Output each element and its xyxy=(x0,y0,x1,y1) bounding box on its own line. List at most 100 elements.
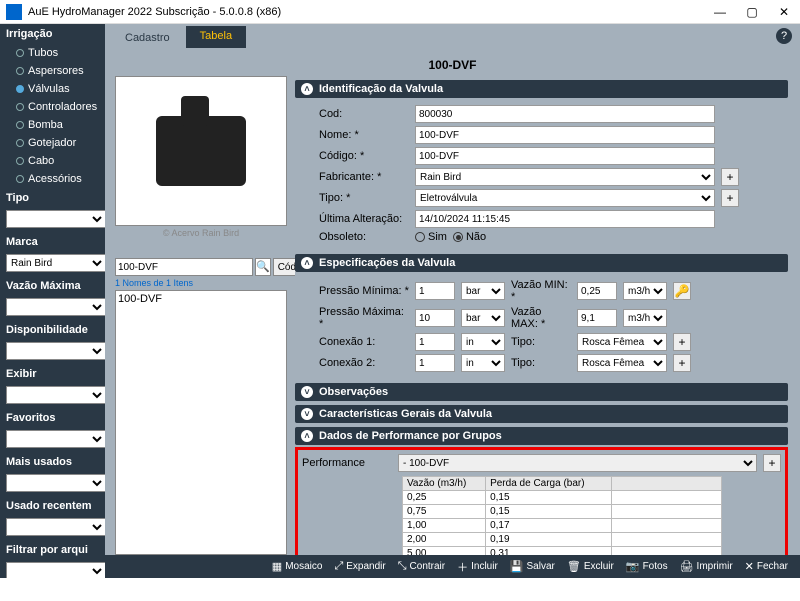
obsoleto-nao-radio[interactable]: Não xyxy=(453,231,486,243)
mosaico-button[interactable]: ▦Mosaico xyxy=(268,560,327,573)
collapse-icon: ⤡ xyxy=(398,560,407,573)
section-header-ident[interactable]: ˄Identificação da Valvula xyxy=(295,80,788,98)
filter-select-usado-recentem[interactable] xyxy=(6,518,105,536)
contrair-button[interactable]: ⤡Contrair xyxy=(394,560,449,573)
titlebar: AuE HydroManager 2022 Subscrição - 5.0.0… xyxy=(0,0,800,24)
vmax-unit[interactable]: m3/h xyxy=(623,309,667,327)
search-button[interactable]: 🔍 xyxy=(255,258,271,276)
imprimir-button[interactable]: 🖨Imprimir xyxy=(676,560,737,573)
c2-input[interactable] xyxy=(415,354,455,372)
fabricante-select[interactable]: Rain Bird xyxy=(415,168,715,186)
table-row[interactable]: 0,250,15 xyxy=(403,491,722,505)
col-vazao: Vazão (m3/h) xyxy=(403,477,486,491)
performance-table: Vazão (m3/h) Perda de Carga (bar) 0,250,… xyxy=(402,476,722,555)
product-image xyxy=(115,76,287,226)
filter-label: Favoritos xyxy=(0,408,105,428)
add-c2-button[interactable]: + xyxy=(673,354,691,372)
print-icon: 🖨 xyxy=(680,560,694,573)
c1-unit[interactable]: in xyxy=(461,333,505,351)
minimize-button[interactable]: — xyxy=(704,0,736,24)
bottom-toolbar: ▦Mosaico ⤢Expandir ⤡Contrair ＋Incluir 💾S… xyxy=(105,555,800,578)
fotos-button[interactable]: 📷Fotos xyxy=(622,560,672,573)
radio-icon xyxy=(16,103,24,111)
filter-select-marca[interactable]: Rain Bird xyxy=(6,254,105,272)
radio-icon xyxy=(16,139,24,147)
radio-icon xyxy=(16,121,24,129)
vmin-unit[interactable]: m3/h xyxy=(623,282,667,300)
add-c1-button[interactable]: + xyxy=(673,333,691,351)
obsoleto-sim-radio[interactable]: Sim xyxy=(415,231,447,243)
nome-input[interactable] xyxy=(415,126,715,144)
search-input[interactable] xyxy=(115,258,253,276)
cod-input[interactable] xyxy=(415,105,715,123)
tabs: Cadastro Tabela xyxy=(105,24,800,48)
pmax-unit[interactable]: bar xyxy=(461,309,505,327)
excluir-button[interactable]: 🗑Excluir xyxy=(563,560,618,573)
table-row[interactable]: 2,000,19 xyxy=(403,533,722,547)
chevron-icon: ˄ xyxy=(301,430,313,442)
list-info: 1 Nomes de 1 Itens xyxy=(115,276,287,290)
section-header-obs[interactable]: ˅Observações xyxy=(295,383,788,401)
fechar-button[interactable]: ✕Fechar xyxy=(741,560,792,573)
sidebar-item-tubos[interactable]: Tubos xyxy=(0,44,105,62)
filter-label: Mais usados xyxy=(0,452,105,472)
table-row[interactable]: 1,000,17 xyxy=(403,519,722,533)
chevron-icon: ˅ xyxy=(301,408,313,420)
sidebar-item-cabo[interactable]: Cabo xyxy=(0,152,105,170)
add-perf-button[interactable]: + xyxy=(763,454,781,472)
filter-select-favoritos[interactable] xyxy=(6,430,105,448)
close-button[interactable]: ✕ xyxy=(768,0,800,24)
sidebar-item-bomba[interactable]: Bomba xyxy=(0,116,105,134)
tab-tabela[interactable]: Tabela xyxy=(186,26,246,48)
chevron-icon: ˅ xyxy=(301,386,313,398)
pmin-unit[interactable]: bar xyxy=(461,282,505,300)
content: Cadastro Tabela ? 100-DVF ◄ ► © Acervo R… xyxy=(105,24,800,578)
valve-illustration xyxy=(156,116,246,186)
filter-select-exibir[interactable] xyxy=(6,386,105,404)
filter-select-disponibilidade[interactable] xyxy=(6,342,105,360)
app-icon xyxy=(6,4,22,20)
expandir-button[interactable]: ⤢Expandir xyxy=(330,560,389,573)
filter-select-filtrar-por-arqui[interactable] xyxy=(6,562,105,578)
filter-select-vazão-máxima[interactable] xyxy=(6,298,105,316)
sidebar-item-controladores[interactable]: Controladores xyxy=(0,98,105,116)
page-title: 100-DVF xyxy=(115,54,790,76)
radio-icon xyxy=(16,49,24,57)
pmin-input[interactable] xyxy=(415,282,455,300)
help-icon[interactable]: ? xyxy=(776,28,792,44)
c2-type[interactable]: Rosca Fêmea xyxy=(577,354,667,372)
pmax-input[interactable] xyxy=(415,309,455,327)
c1-type[interactable]: Rosca Fêmea xyxy=(577,333,667,351)
vmin-input[interactable] xyxy=(577,282,617,300)
chevron-icon: ˄ xyxy=(301,83,313,95)
incluir-button[interactable]: ＋Incluir xyxy=(453,559,502,575)
add-fabricante-button[interactable]: + xyxy=(721,168,739,186)
add-tipo-button[interactable]: + xyxy=(721,189,739,207)
table-row[interactable]: 5,000,31 xyxy=(403,547,722,556)
vmax-input[interactable] xyxy=(577,309,617,327)
filter-select-tipo[interactable] xyxy=(6,210,105,228)
perf-group-select[interactable]: - 100-DVF xyxy=(398,454,757,472)
radio-icon xyxy=(16,85,24,93)
section-header-carac[interactable]: ˅Características Gerais da Valvula xyxy=(295,405,788,423)
sidebar-item-válvulas[interactable]: Válvulas xyxy=(0,80,105,98)
c1-input[interactable] xyxy=(415,333,455,351)
results-list[interactable]: 100-DVF xyxy=(115,290,287,555)
sidebar-item-acessórios[interactable]: Acessórios xyxy=(0,170,105,188)
filter-select-mais-usados[interactable] xyxy=(6,474,105,492)
codigo-input[interactable] xyxy=(415,147,715,165)
c2-unit[interactable]: in xyxy=(461,354,505,372)
maximize-button[interactable]: ▢ xyxy=(736,0,768,24)
tipo-select[interactable]: Eletroválvula xyxy=(415,189,715,207)
section-header-perf[interactable]: ˄Dados de Performance por Grupos xyxy=(295,427,788,445)
key-button[interactable]: 🔑 xyxy=(673,282,691,300)
salvar-button[interactable]: 💾Salvar xyxy=(506,560,559,573)
plus-icon: ＋ xyxy=(457,559,468,575)
expand-icon: ⤢ xyxy=(334,560,343,573)
tab-cadastro[interactable]: Cadastro xyxy=(111,28,184,48)
sidebar-item-aspersores[interactable]: Aspersores xyxy=(0,62,105,80)
list-item[interactable]: 100-DVF xyxy=(118,293,284,305)
section-header-espec[interactable]: ˄Especificações da Valvula xyxy=(295,254,788,272)
sidebar-item-gotejador[interactable]: Gotejador xyxy=(0,134,105,152)
table-row[interactable]: 0,750,15 xyxy=(403,505,722,519)
